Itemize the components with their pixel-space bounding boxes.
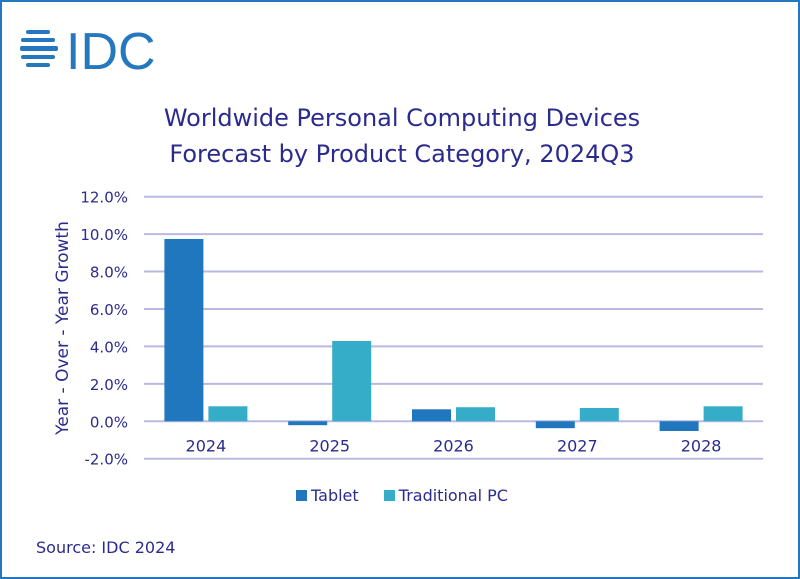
bar-traditional-pc-2028	[703, 406, 743, 422]
y-tick-label: -2.0%	[84, 451, 128, 469]
source-note: Source: IDC 2024	[36, 538, 176, 557]
y-tick-label: 2.0%	[90, 376, 128, 394]
chart-title-line2: Forecast by Product Category, 2024Q3	[169, 140, 635, 168]
x-tick-label: 2024	[186, 436, 227, 455]
idc-logo: IDC	[20, 26, 156, 72]
bar-tablet-2028	[659, 421, 699, 432]
y-tick-label: 12.0%	[80, 189, 128, 207]
x-tick-label: 2028	[681, 436, 722, 455]
legend-item-traditional-pc: Traditional PC	[383, 486, 508, 505]
legend-label: Tablet	[311, 486, 359, 505]
bar-traditional-pc-2024	[208, 406, 248, 422]
logo-text: IDC	[66, 26, 156, 72]
bar-tablet-2026	[412, 409, 451, 422]
chart-title-line1: Worldwide Personal Computing Devices	[163, 104, 641, 132]
bar-traditional-pc-2025	[332, 340, 372, 422]
y-tick-label: 6.0%	[90, 301, 128, 319]
x-tick-label: 2025	[309, 436, 350, 455]
legend-item-tablet: Tablet	[296, 486, 359, 505]
x-tick-label: 2027	[557, 436, 598, 455]
bar-tablet-2024	[164, 238, 204, 422]
y-tick-label: 8.0%	[90, 264, 128, 282]
legend: Tablet Traditional PC	[2, 486, 798, 505]
bar-traditional-pc-2026	[456, 407, 495, 422]
legend-label: Traditional PC	[398, 486, 508, 505]
y-axis-label: Year - Over - Year Growth	[53, 221, 73, 436]
y-tick-label: 4.0%	[90, 338, 128, 356]
y-tick-label: 10.0%	[80, 226, 128, 244]
legend-swatch	[296, 490, 308, 501]
legend-swatch	[383, 490, 395, 501]
x-tick-label: 2026	[433, 436, 474, 455]
y-tick-label: 0.0%	[90, 413, 128, 431]
bar-tablet-2025	[288, 421, 328, 426]
bar-traditional-pc-2027	[579, 407, 619, 422]
bar-tablet-2027	[535, 421, 575, 429]
